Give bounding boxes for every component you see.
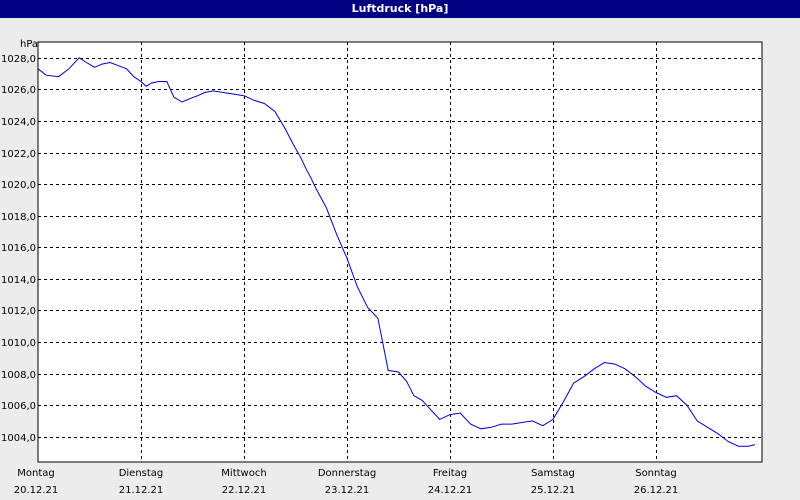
- x-tick-date-label: 21.12.21: [119, 485, 164, 496]
- y-tick-label: 1004,0: [1, 433, 36, 444]
- chart-canvas: 1004,0 1006,0 1008,0 1010,0 1012,0 1014,0 1016…: [1, 39, 763, 496]
- chart-title: Luftdruck [hPa]: [0, 0, 800, 18]
- y-tick-label: 1024,0: [1, 117, 36, 128]
- y-unit-label: hPa: [20, 39, 38, 50]
- pressure-series-line: [37, 57, 756, 447]
- y-tick-label: 1026,0: [1, 85, 36, 96]
- y-tick-label: 1022,0: [1, 149, 36, 160]
- x-tick-date-label: 25.12.21: [531, 485, 576, 496]
- plot-frame: [37, 41, 763, 463]
- y-tick-label: 1010,0: [1, 338, 36, 349]
- x-tick-date-label: 24.12.21: [428, 485, 473, 496]
- y-tick-label: 1006,0: [1, 401, 36, 412]
- x-tick-date-label: 20.12.21: [14, 485, 59, 496]
- y-tick-label: 1028,0: [1, 54, 36, 65]
- x-tick-day-label: Sonntag: [635, 468, 677, 479]
- y-tick-label: 1020,0: [1, 180, 36, 191]
- x-tick-day-label: Donnerstag: [318, 468, 376, 479]
- plot-area: [37, 41, 763, 463]
- y-tick-label: 1014,0: [1, 275, 36, 286]
- x-tick-day-label: Freitag: [433, 468, 467, 479]
- y-tick-label: 1008,0: [1, 370, 36, 381]
- y-axis: 1004,0 1006,0 1008,0 1010,0 1012,0 1014,0 1016…: [1, 54, 36, 444]
- x-tick-date-label: 22.12.21: [222, 485, 267, 496]
- x-tick-day-label: Samstag: [531, 468, 575, 479]
- y-tick-label: 1012,0: [1, 306, 36, 317]
- x-tick-day-label: Dienstag: [119, 468, 164, 479]
- x-tick-date-label: 23.12.21: [325, 485, 370, 496]
- x-tick-day-label: Montag: [17, 468, 54, 479]
- y-tick-label: 1016,0: [1, 243, 36, 254]
- grid: [38, 42, 762, 462]
- x-tick-date-label: 26.12.21: [634, 485, 679, 496]
- x-axis: Montag 20.12.21 Dienstag 21.12.21 Mittwoch 22…: [14, 468, 679, 496]
- y-tick-label: 1018,0: [1, 212, 36, 223]
- x-tick-day-label: Mittwoch: [221, 468, 266, 479]
